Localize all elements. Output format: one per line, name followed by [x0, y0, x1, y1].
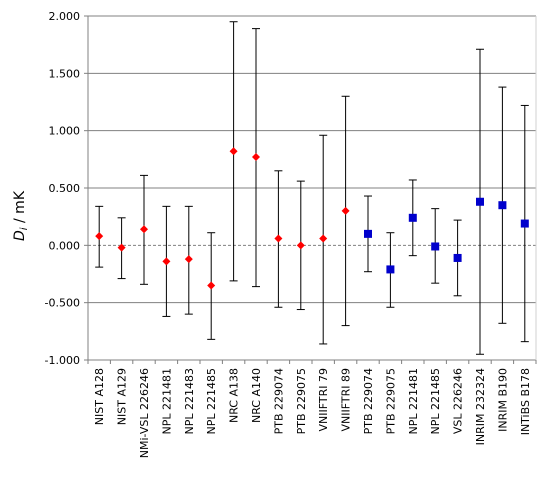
x-axis-category-labels: NIST A128 NIST A129 NMi-VSL 226246 NPL 2214…	[93, 368, 532, 458]
data-point-diamond	[229, 147, 238, 156]
data-point-square	[386, 265, 395, 274]
x-category-label: NPL 221485	[205, 368, 218, 434]
x-category-label: NRC A140	[250, 368, 263, 423]
data-point-square	[364, 229, 372, 238]
y-axis-label-symbol: D	[12, 230, 28, 241]
x-category-label: NPL 221481	[407, 368, 420, 434]
x-category-label: PTB 229075	[295, 368, 308, 434]
x-category-label: NRC A138	[228, 368, 241, 423]
x-category-label: VNIIFTRI 79	[317, 368, 330, 431]
data-point-square	[476, 197, 484, 206]
data-point-diamond	[117, 243, 126, 252]
x-category-label: NIST A129	[116, 368, 129, 425]
y-axis-tick-labels: 2.000 1.500 1.000 0.500 0.000 -0.500 -1.000	[45, 10, 80, 367]
x-category-label: VNIIFTRI 89	[340, 368, 353, 431]
data-point-square	[520, 219, 529, 228]
x-category-label: PTB 229074	[272, 368, 285, 434]
x-category-label: VSL 226246	[452, 368, 465, 434]
data-point-diamond	[319, 234, 328, 243]
x-category-label: NPL 221485	[429, 368, 442, 434]
data-point-square	[498, 201, 507, 210]
data-point-diamond	[296, 241, 305, 250]
x-category-label: PTB 229075	[384, 368, 397, 434]
data-point-diamond	[252, 153, 260, 162]
data-point-square	[453, 253, 462, 262]
axes	[84, 15, 537, 364]
x-category-label: INRIM B190	[496, 368, 509, 432]
data-point-diamond	[341, 206, 350, 215]
y-axis-label-unit: / mK	[12, 190, 28, 227]
data-markers	[95, 147, 529, 290]
x-category-label: INRIM 232324	[474, 368, 487, 445]
y-tick-label: 1.500	[49, 67, 81, 80]
y-tick-label: -0.500	[45, 297, 80, 310]
data-point-diamond	[274, 234, 283, 243]
data-point-diamond	[140, 225, 148, 234]
data-point-square	[408, 213, 417, 222]
y-tick-label: 0.500	[49, 182, 81, 195]
y-tick-label: 1.000	[49, 125, 81, 138]
x-category-label: NPL 221481	[160, 368, 173, 434]
data-point-diamond	[95, 232, 104, 241]
data-point-square	[431, 242, 440, 251]
x-category-label: NMi-VSL 226246	[138, 368, 151, 458]
data-point-diamond	[162, 257, 171, 266]
data-point-diamond	[184, 255, 193, 264]
y-tick-label: -1.000	[45, 354, 80, 367]
x-category-label: INTiBS B178	[519, 368, 532, 435]
x-category-label: PTB 229074	[362, 368, 375, 434]
y-tick-label: 2.000	[49, 10, 81, 23]
x-category-label: NIST A128	[93, 368, 106, 425]
x-category-label: NPL 221483	[183, 368, 196, 434]
data-point-diamond	[207, 281, 216, 290]
y-axis-label: Di / mK	[12, 190, 30, 241]
y-tick-label: 0.000	[49, 239, 81, 252]
y-axis-label-subscript: i	[19, 227, 30, 230]
